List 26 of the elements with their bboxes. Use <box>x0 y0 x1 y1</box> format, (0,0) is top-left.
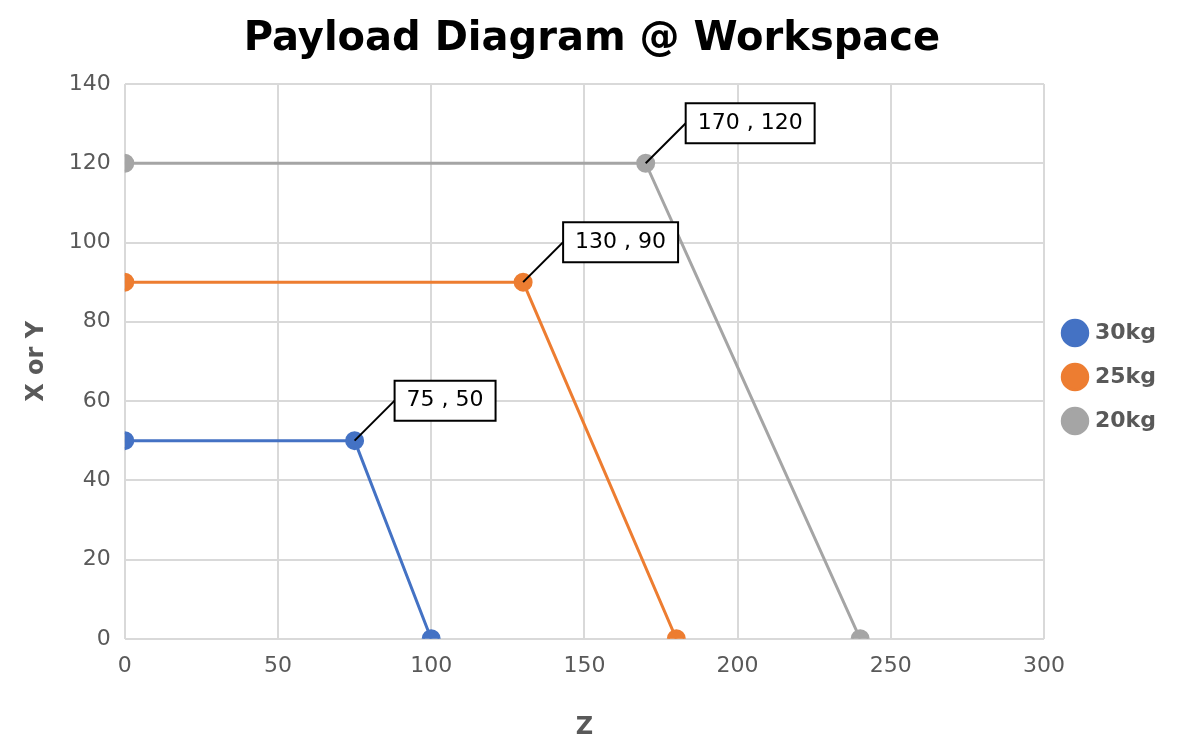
legend-label: 20kg <box>1095 406 1157 432</box>
x-tick-label: 0 <box>117 651 132 677</box>
annotation: 170 , 120 <box>697 108 803 134</box>
y-tick-label: 80 <box>82 307 111 333</box>
y-axis-title: X or Y <box>20 320 49 402</box>
x-tick-label: 250 <box>869 651 912 677</box>
annotation: 75 , 50 <box>406 386 484 412</box>
y-tick-label: 100 <box>68 228 111 254</box>
x-tick-label: 100 <box>410 651 453 677</box>
legend-label: 25kg <box>1095 362 1157 388</box>
x-tick-label: 150 <box>563 651 606 677</box>
point <box>636 153 656 173</box>
x-tick-label: 200 <box>716 651 759 677</box>
x-tick-label: 300 <box>1023 651 1066 677</box>
y-tick-label: 120 <box>68 148 111 174</box>
chart-title: Payload Diagram @ Workspace <box>243 13 941 60</box>
annotation: 130 , 90 <box>575 227 667 253</box>
y-tick-label: 140 <box>68 69 111 95</box>
legend-label: 30kg <box>1095 318 1157 344</box>
x-axis-title: Z <box>575 711 594 740</box>
point <box>513 272 533 292</box>
y-tick-label: 60 <box>82 386 111 412</box>
y-tick-label: 20 <box>82 545 111 571</box>
x-tick-label: 50 <box>263 651 292 677</box>
y-tick-label: 40 <box>82 466 111 491</box>
y-tick-label: 0 <box>96 624 111 650</box>
